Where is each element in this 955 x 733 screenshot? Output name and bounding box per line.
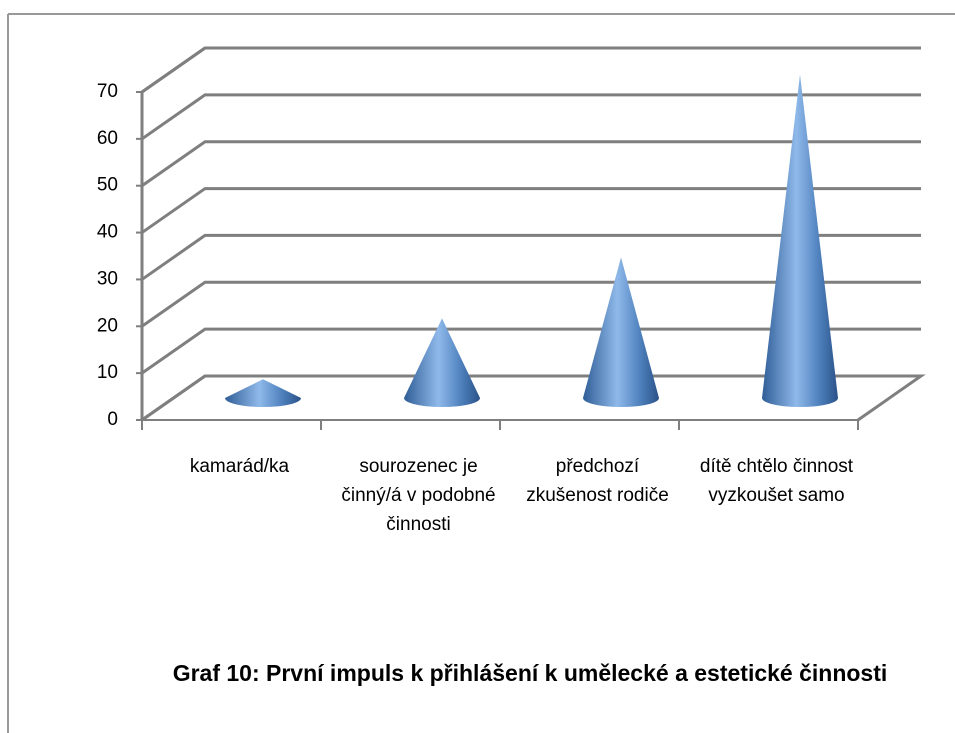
- grid-line: [141, 327, 921, 375]
- x-tick-label: sourozenec je činný/á v podobné činnosti: [341, 456, 496, 535]
- cone: [762, 74, 838, 407]
- axis-wall: [140, 46, 206, 420]
- cone: [583, 257, 659, 407]
- y-tick-label: 40: [97, 222, 118, 243]
- cone: [404, 318, 480, 407]
- grid-line: [141, 93, 921, 141]
- y-tick-label: 30: [97, 268, 118, 289]
- grid-line: [141, 233, 921, 281]
- x-tick-label: kamarád/ka: [189, 456, 290, 477]
- y-tick-label: 60: [97, 128, 118, 149]
- cone: [225, 379, 301, 407]
- cone-side: [404, 318, 480, 407]
- grid-line: [141, 140, 921, 187]
- cone-side: [225, 379, 301, 407]
- x-tick-label: předchozí zkušenost rodiče: [526, 456, 669, 506]
- grid-line: [141, 46, 921, 94]
- y-tick-label: 0: [107, 409, 118, 430]
- cone-side: [762, 74, 838, 407]
- x-tick-label: dítě chtělo činnost vyzkoušet samo: [699, 456, 854, 506]
- grid-line: [141, 280, 921, 328]
- y-tick-label: 70: [97, 81, 118, 102]
- y-tick-label: 50: [97, 175, 118, 196]
- y-tick-label: 10: [97, 362, 118, 383]
- cone-side: [583, 257, 659, 407]
- grid-line: [141, 187, 921, 234]
- chart-title: Graf 10: První impuls k přihlášení k umě…: [172, 660, 888, 686]
- y-tick-label: 20: [97, 315, 118, 336]
- grid-line: [141, 374, 921, 422]
